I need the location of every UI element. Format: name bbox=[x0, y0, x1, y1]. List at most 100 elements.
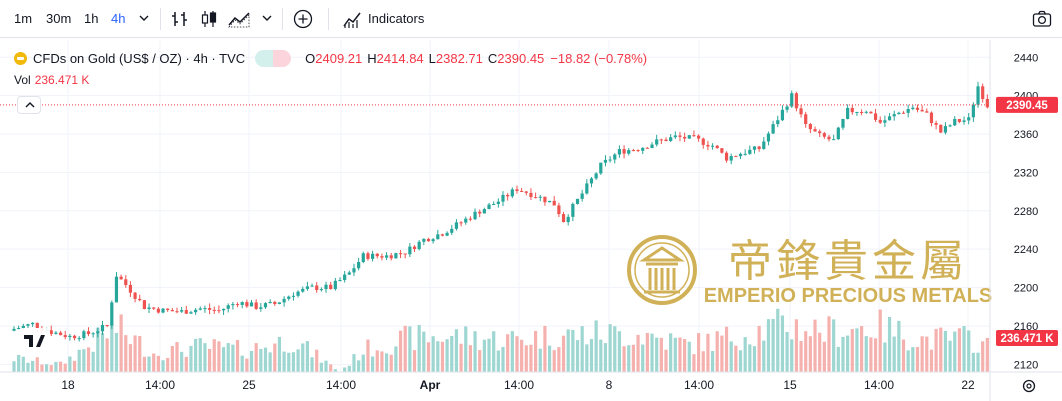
time-tick-label: 14:00 bbox=[864, 378, 894, 392]
candle-body bbox=[86, 331, 91, 335]
time-tick-label: 25 bbox=[242, 378, 256, 392]
volume-bar bbox=[142, 356, 146, 372]
volume-bar bbox=[31, 360, 35, 372]
candle-body bbox=[524, 191, 528, 193]
watermark-logo bbox=[639, 246, 685, 294]
volume-bar bbox=[846, 335, 850, 372]
candle-body bbox=[752, 146, 757, 150]
market-status-toggle[interactable] bbox=[255, 49, 292, 67]
candle-body bbox=[757, 146, 761, 149]
open-key: O bbox=[305, 50, 316, 66]
volume-bar bbox=[277, 336, 282, 372]
indicators-icon[interactable] bbox=[341, 8, 363, 30]
candle-body bbox=[375, 253, 379, 257]
candle-body bbox=[194, 309, 198, 313]
symbol-title[interactable]: CFDs on Gold (US$ / OZ) · 4h · TVC bbox=[33, 50, 246, 66]
candle-body bbox=[585, 183, 589, 194]
candle-body bbox=[189, 312, 193, 314]
candle-body bbox=[464, 218, 468, 223]
volume-bar bbox=[827, 316, 831, 372]
timeframe-4h-button[interactable]: 4h bbox=[111, 11, 126, 26]
time-tick-label: 15 bbox=[783, 378, 797, 392]
candle-body bbox=[142, 300, 146, 309]
timeframe-30m-button[interactable]: 30m bbox=[46, 11, 72, 26]
volume-bar bbox=[175, 342, 179, 372]
volume-bar bbox=[212, 339, 216, 372]
volume-bar bbox=[701, 351, 705, 372]
timeframe-1m-button[interactable]: 1m bbox=[14, 11, 33, 26]
volume-bar bbox=[967, 330, 971, 372]
candle-body bbox=[953, 119, 957, 126]
candle-body bbox=[277, 302, 282, 304]
volume-bar bbox=[482, 339, 486, 372]
candle-body bbox=[175, 311, 179, 313]
candle-body bbox=[217, 310, 221, 312]
volume-bar bbox=[631, 344, 635, 372]
candle-body bbox=[878, 119, 882, 123]
candle-body bbox=[319, 289, 323, 291]
time-tick-label: 14:00 bbox=[145, 378, 175, 392]
volume-bar bbox=[45, 364, 49, 372]
volume-bar bbox=[552, 350, 556, 372]
candle-body bbox=[361, 253, 365, 262]
bars-chart-icon[interactable] bbox=[169, 8, 191, 30]
candle-body bbox=[26, 324, 30, 326]
candle-body bbox=[720, 148, 724, 153]
candle-body bbox=[790, 93, 794, 107]
volume-bar bbox=[110, 322, 114, 372]
candle-body bbox=[482, 209, 486, 214]
volume-bar bbox=[436, 341, 440, 372]
volume-bar bbox=[943, 331, 948, 372]
volume-bar bbox=[273, 343, 277, 372]
candle-body bbox=[235, 304, 240, 306]
settings-icon bbox=[1022, 379, 1036, 393]
volume-bar bbox=[431, 336, 435, 372]
volume-bar bbox=[310, 357, 314, 372]
candle-body bbox=[487, 204, 491, 210]
volume-bar bbox=[77, 349, 81, 372]
candle-body bbox=[589, 178, 594, 184]
candle-body bbox=[133, 292, 137, 299]
collapse-legend-button[interactable] bbox=[17, 96, 41, 114]
candle-body bbox=[152, 307, 156, 309]
plus-circle-icon[interactable] bbox=[292, 8, 314, 30]
volume-bar bbox=[780, 315, 785, 372]
volume-bar bbox=[91, 351, 95, 372]
low-key: L bbox=[428, 50, 436, 66]
low-value: 2382.71 bbox=[435, 50, 483, 66]
chart-grid bbox=[0, 40, 990, 372]
candle-body bbox=[343, 274, 347, 280]
candle-body bbox=[855, 112, 859, 114]
candle-body bbox=[347, 272, 351, 275]
chevron-down-icon[interactable] bbox=[136, 10, 152, 26]
candle-body bbox=[110, 302, 114, 326]
candles-chart-icon[interactable] bbox=[198, 8, 220, 30]
high-value: 2414.84 bbox=[376, 50, 424, 66]
volume-bar bbox=[245, 358, 249, 372]
candle-body bbox=[31, 322, 35, 325]
price-tick-label: 2440 bbox=[1014, 52, 1038, 64]
indicators-button[interactable]: Indicators bbox=[368, 11, 425, 26]
chevron-down-icon[interactable] bbox=[259, 10, 275, 26]
volume-legend: Vol 236.471 K bbox=[14, 73, 89, 87]
volume-bar bbox=[678, 337, 682, 372]
candle-body bbox=[450, 228, 454, 233]
volume-bar bbox=[794, 319, 798, 372]
volume-bar bbox=[617, 331, 622, 372]
volume-bar bbox=[724, 326, 729, 372]
high-key: H bbox=[367, 50, 377, 66]
volume-bar bbox=[426, 342, 431, 372]
candle-body bbox=[799, 108, 803, 115]
volume-bar bbox=[324, 360, 328, 372]
volume-bar bbox=[282, 351, 286, 372]
camera-icon[interactable] bbox=[1031, 8, 1053, 30]
candle-body bbox=[12, 328, 16, 331]
watermark-chinese: 帝鋒貴金屬 bbox=[728, 237, 968, 286]
volume-bar bbox=[710, 351, 715, 372]
area-chart-icon[interactable] bbox=[227, 8, 253, 30]
timeframe-1h-button[interactable]: 1h bbox=[84, 11, 99, 26]
price-tick-label: 2280 bbox=[1014, 206, 1038, 218]
volume-bar bbox=[408, 326, 412, 372]
volume-bar bbox=[249, 350, 254, 372]
